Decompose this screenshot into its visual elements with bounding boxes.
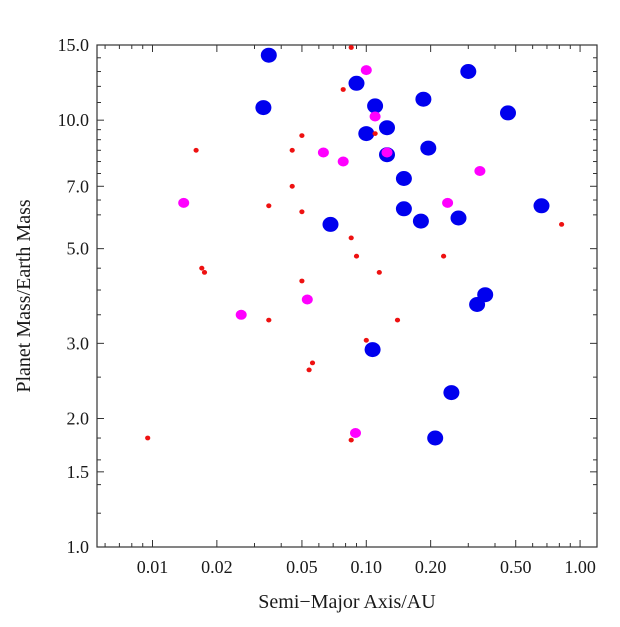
blue-point xyxy=(395,201,412,217)
blue-point xyxy=(415,91,432,107)
blue-point xyxy=(367,98,384,114)
red-point xyxy=(289,183,295,189)
blue-point xyxy=(443,385,460,401)
y-tick-label: 10.0 xyxy=(58,110,90,130)
y-tick-label: 2.0 xyxy=(67,409,90,429)
blue-point xyxy=(450,210,467,226)
blue-point xyxy=(420,140,437,156)
magenta-point xyxy=(381,147,393,158)
blue-point xyxy=(364,342,381,358)
red-point xyxy=(299,278,305,284)
blue-point xyxy=(395,171,412,186)
y-tick-label: 5.0 xyxy=(67,239,90,259)
magenta-point xyxy=(350,428,361,438)
y-tick-label: 1.5 xyxy=(67,462,90,482)
y-tick-label: 7.0 xyxy=(67,176,90,196)
axis-ticks xyxy=(97,44,597,548)
blue-point xyxy=(260,47,277,63)
x-tick-label: 0.02 xyxy=(201,557,233,577)
magenta-point xyxy=(442,197,454,208)
x-axis-title: Semi−Major Axis/AU xyxy=(258,591,436,613)
axis-tick-labels: 0.01 0.02 0.05 0.10 0.20 0.50 1.00 1.0 1.5 2.0 3.0… xyxy=(58,35,596,577)
blue-point xyxy=(500,105,516,121)
red-point xyxy=(299,133,305,139)
magenta-point xyxy=(369,111,381,122)
blue-point xyxy=(533,198,550,214)
blue-point xyxy=(348,75,365,91)
red-point xyxy=(145,435,151,441)
red-point xyxy=(289,147,295,153)
red-point xyxy=(266,203,272,209)
red-point xyxy=(340,87,346,92)
red-point xyxy=(559,222,565,227)
magenta-point xyxy=(474,166,486,176)
red-point xyxy=(306,367,312,373)
blue-point xyxy=(358,126,375,142)
y-tick-label: 15.0 xyxy=(58,35,90,55)
x-tick-label: 0.10 xyxy=(351,557,383,577)
plot-frame xyxy=(96,44,598,548)
red-point xyxy=(199,265,205,271)
blue-point xyxy=(427,430,444,446)
blue-point xyxy=(379,120,395,136)
magenta-point xyxy=(301,294,313,305)
blue-point xyxy=(412,213,429,229)
blue-point xyxy=(255,100,272,116)
x-tick-label: 0.01 xyxy=(137,557,169,577)
magenta-point xyxy=(235,309,247,320)
red-point xyxy=(348,437,354,443)
magenta-point xyxy=(178,197,190,208)
red-point xyxy=(353,253,360,259)
red-point xyxy=(348,235,354,241)
red-point xyxy=(376,270,382,275)
y-axis-title: Planet Mass/Earth Mass xyxy=(13,199,35,393)
data-points xyxy=(145,45,565,446)
magenta-point xyxy=(337,156,349,167)
red-point xyxy=(201,270,208,275)
red-point xyxy=(193,147,199,153)
red-point xyxy=(363,337,369,343)
magenta-point xyxy=(360,65,372,76)
red-point xyxy=(372,131,378,137)
red-point xyxy=(266,317,272,323)
x-tick-label: 0.50 xyxy=(500,557,532,577)
y-tick-label: 1.0 xyxy=(67,537,90,557)
y-tick-label: 3.0 xyxy=(67,333,90,353)
x-tick-label: 0.05 xyxy=(286,557,318,577)
red-point xyxy=(441,253,447,259)
red-point xyxy=(394,317,401,323)
red-point xyxy=(309,360,316,366)
magenta-point xyxy=(317,147,329,158)
red-point xyxy=(348,45,354,50)
blue-point xyxy=(322,216,339,232)
blue-point xyxy=(469,297,486,312)
red-point xyxy=(299,209,305,215)
blue-point xyxy=(460,64,477,79)
x-tick-label: 1.00 xyxy=(564,557,596,577)
x-tick-label: 0.20 xyxy=(415,557,447,577)
